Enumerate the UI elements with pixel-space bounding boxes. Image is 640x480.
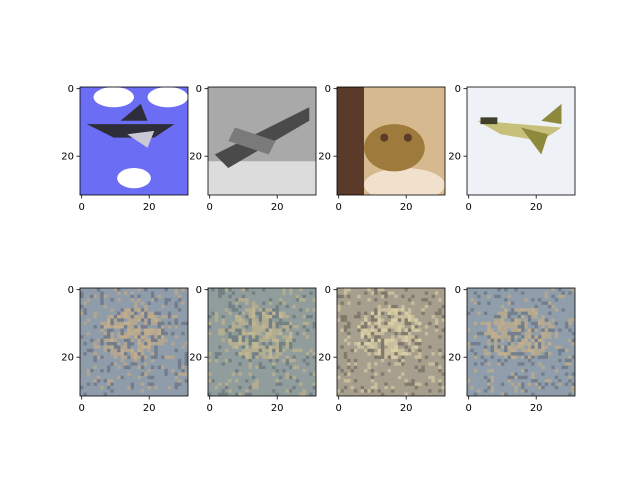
panel-1-1: 0 20 0 20 [189, 285, 317, 414]
panel-1-3: 0 20 0 20 [448, 285, 576, 414]
panel-1-0: 0 20 0 20 [61, 285, 189, 414]
panel-1-2: 0 20 0 20 [318, 285, 446, 414]
panel-image [208, 87, 316, 195]
axes-frame [207, 86, 317, 196]
panel-image [337, 87, 445, 195]
y-tick-label: 20 [318, 152, 331, 163]
x-tick-label: 20 [143, 403, 156, 414]
x-tick-label: 0 [466, 202, 472, 213]
y-tick-label: 0 [455, 285, 461, 296]
x-tick-label: 20 [400, 403, 413, 414]
axes-frame [79, 86, 189, 196]
panel-image [467, 288, 575, 396]
x-tick-label: 0 [207, 403, 213, 414]
y-tick-label: 20 [318, 353, 331, 364]
y-tick-label: 0 [68, 84, 74, 95]
axes-frame [336, 287, 446, 397]
y-tick-label: 20 [61, 152, 74, 163]
x-tick-label: 20 [400, 202, 413, 213]
x-tick-label: 20 [530, 202, 543, 213]
y-tick-label: 20 [189, 152, 202, 163]
x-tick-label: 0 [79, 202, 85, 213]
y-tick-label: 20 [189, 353, 202, 364]
x-tick-label: 0 [336, 202, 342, 213]
y-tick-label: 20 [61, 353, 74, 364]
panel-0-3: 0 20 0 20 [448, 84, 576, 213]
x-tick-label: 20 [271, 403, 284, 414]
panel-0-2: 0 20 0 20 [318, 84, 446, 213]
panel-image [337, 288, 445, 396]
panel-0-1: 0 20 0 20 [189, 84, 317, 213]
y-tick-label: 0 [196, 84, 202, 95]
x-tick-label: 20 [271, 202, 284, 213]
panel-image [208, 288, 316, 396]
y-tick-label: 0 [325, 285, 331, 296]
x-tick-label: 0 [336, 403, 342, 414]
y-tick-label: 20 [448, 353, 461, 364]
panel-image [80, 87, 188, 195]
x-tick-label: 20 [530, 403, 543, 414]
axes-frame [336, 86, 446, 196]
y-tick-label: 20 [448, 152, 461, 163]
axes-frame [466, 86, 576, 196]
y-tick-label: 0 [196, 285, 202, 296]
y-tick-label: 0 [455, 84, 461, 95]
panel-image [80, 288, 188, 396]
y-tick-label: 0 [68, 285, 74, 296]
axes-frame [79, 287, 189, 397]
panel-0-0: 0 20 0 20 [61, 84, 189, 213]
axes-frame [207, 287, 317, 397]
x-tick-label: 0 [466, 403, 472, 414]
y-tick-label: 0 [325, 84, 331, 95]
x-tick-label: 0 [207, 202, 213, 213]
x-tick-label: 0 [79, 403, 85, 414]
axes-frame [466, 287, 576, 397]
panel-image [467, 87, 575, 195]
x-tick-label: 20 [143, 202, 156, 213]
